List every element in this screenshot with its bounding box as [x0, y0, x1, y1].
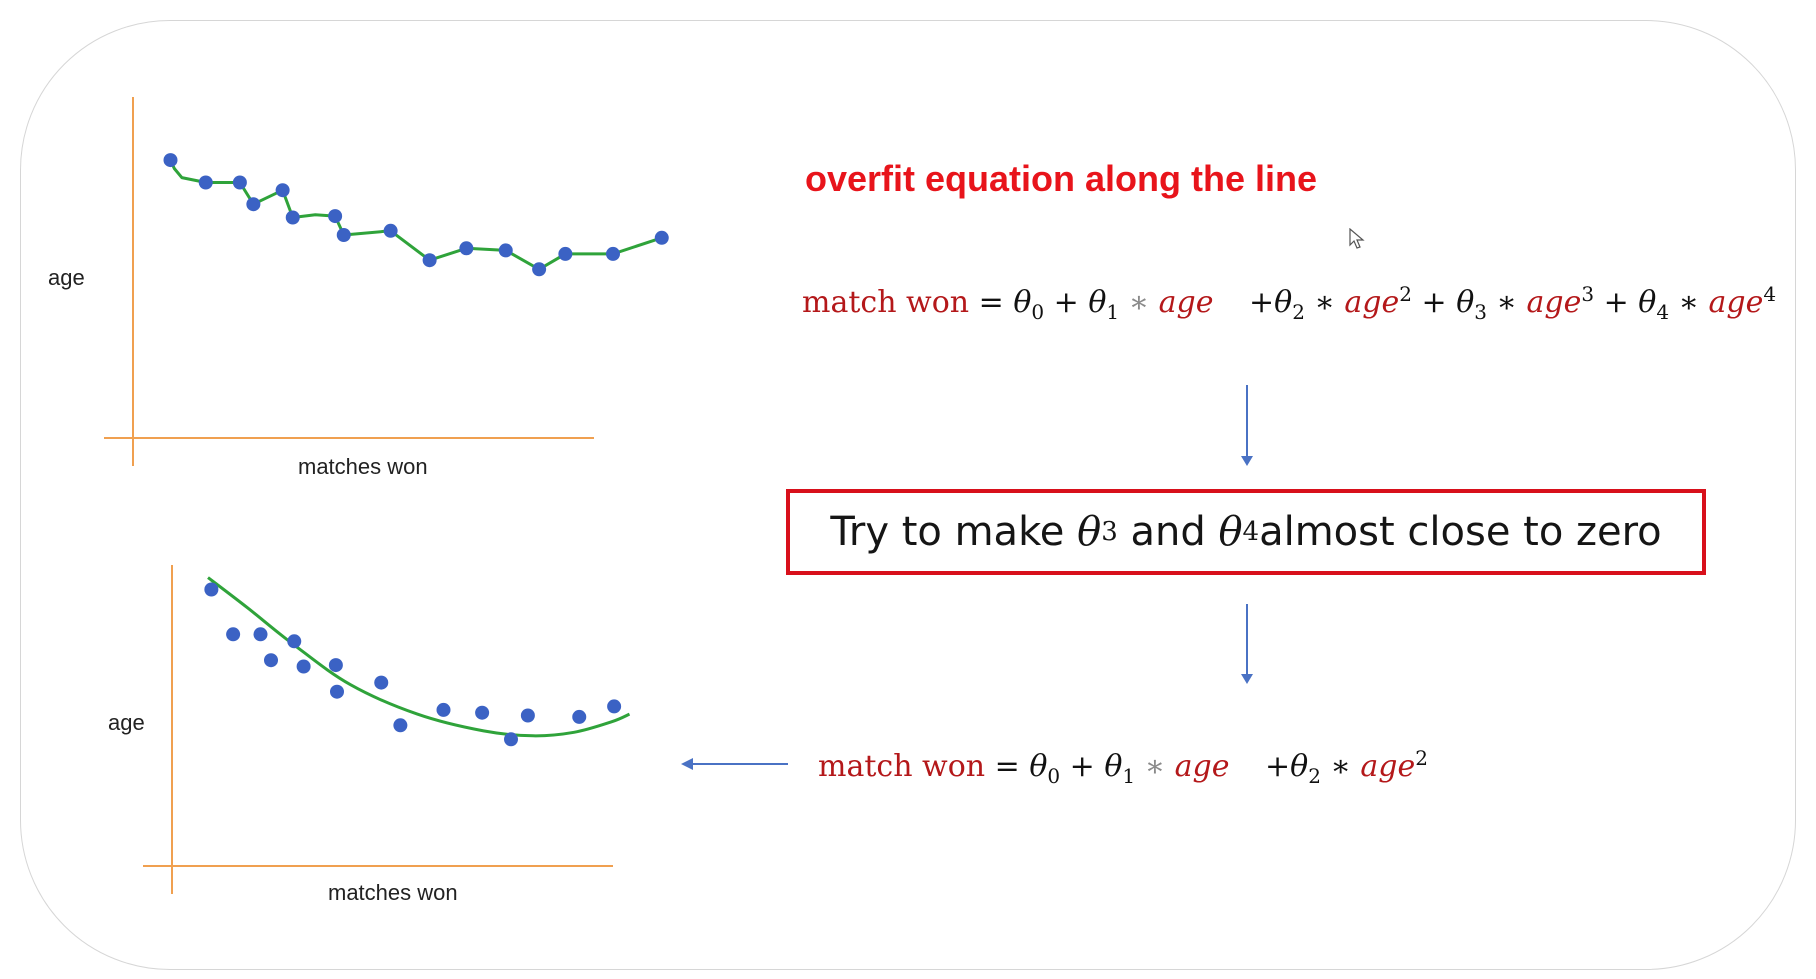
data-point [285, 210, 300, 225]
slide-card [20, 20, 1796, 970]
data-point [163, 153, 178, 168]
subscript: 0 [1031, 300, 1045, 324]
y-axis-label: age [48, 265, 85, 290]
data-point [498, 243, 513, 258]
data-point [264, 653, 278, 668]
equation-lhs: match won [818, 749, 986, 784]
data-point [204, 582, 219, 597]
data-point [558, 246, 573, 261]
data-point [504, 732, 518, 747]
callout-text-middle: and [1117, 509, 1219, 555]
theta-symbol: θ [1088, 285, 1107, 320]
theta-symbol: θ [1218, 509, 1243, 555]
slide-title: overfit equation along the line [805, 158, 1318, 199]
data-point [232, 175, 247, 190]
age-variable: age [1174, 749, 1230, 784]
callout-text-before: Try to make [830, 509, 1078, 555]
data-point [246, 197, 261, 212]
theta-symbol: θ [1013, 285, 1032, 320]
overfit-equation: match won = θ0 + θ1 ∗ age +θ2 ∗ age2 + θ… [802, 282, 1777, 324]
data-point [393, 718, 408, 733]
theta-symbol: θ [1456, 285, 1475, 320]
subscript: 2 [1292, 300, 1305, 324]
theta-symbol: θ [1104, 749, 1123, 784]
data-point [436, 702, 451, 717]
data-point [296, 659, 311, 674]
theta-symbol: θ [1029, 749, 1048, 784]
mouse-cursor-icon [1349, 228, 1365, 249]
data-point [275, 183, 290, 198]
x-axis-label: matches won [298, 454, 428, 479]
data-point [654, 230, 669, 245]
data-point [572, 709, 587, 724]
data-point [459, 241, 474, 256]
theta-symbol: θ [1290, 749, 1309, 784]
data-point [374, 675, 389, 690]
theta-symbol: θ [1638, 285, 1657, 320]
overfit-chart-group: age matches won [48, 97, 669, 479]
y-axis-label: age [108, 710, 145, 735]
data-point [422, 253, 437, 268]
data-point [253, 627, 268, 642]
fit-line [207, 576, 631, 738]
subscript: 4 [1656, 300, 1670, 324]
data-point [336, 228, 351, 242]
age-variable: age [1158, 285, 1214, 320]
data-point [520, 708, 535, 723]
equation-lhs: match won [802, 285, 970, 320]
age-variable: age [1708, 285, 1764, 320]
data-point [198, 175, 213, 190]
callout-text-after: almost close to zero [1259, 509, 1662, 555]
age-variable: age [1360, 749, 1416, 784]
exponent: 3 [1581, 282, 1595, 306]
exponent: 4 [1763, 282, 1777, 306]
data-point [328, 209, 343, 224]
theta-symbol: θ [1077, 509, 1102, 555]
arrow-down-1 [1241, 385, 1253, 466]
x-axis-label: matches won [328, 880, 458, 905]
subscript: 4 [1242, 517, 1260, 547]
age-variable: age [1526, 285, 1582, 320]
subscript: 3 [1474, 300, 1488, 324]
regularized-chart-group: age matches won [108, 565, 631, 905]
exponent: 2 [1415, 746, 1428, 770]
subscript: 1 [1122, 764, 1136, 788]
arrow-down-2 [1241, 604, 1253, 684]
data-point [607, 699, 622, 714]
data-point [475, 705, 490, 720]
arrow-left [681, 758, 788, 770]
subscript: 1 [1106, 300, 1120, 324]
subscript: 3 [1101, 517, 1118, 547]
subscript: 0 [1047, 764, 1061, 788]
exponent: 2 [1399, 282, 1412, 306]
subscript: 2 [1308, 764, 1321, 788]
fit-line [169, 159, 663, 271]
age-variable: age [1344, 285, 1400, 320]
data-point [328, 658, 343, 673]
data-point [532, 262, 547, 277]
theta-symbol: θ [1274, 285, 1293, 320]
data-point [383, 223, 398, 238]
data-point [606, 246, 620, 261]
regularized-equation: match won = θ0 + θ1 ∗ age +θ2 ∗ age2 [818, 746, 1428, 788]
data-point [287, 634, 302, 649]
data-point [330, 684, 344, 699]
data-point [226, 627, 241, 642]
